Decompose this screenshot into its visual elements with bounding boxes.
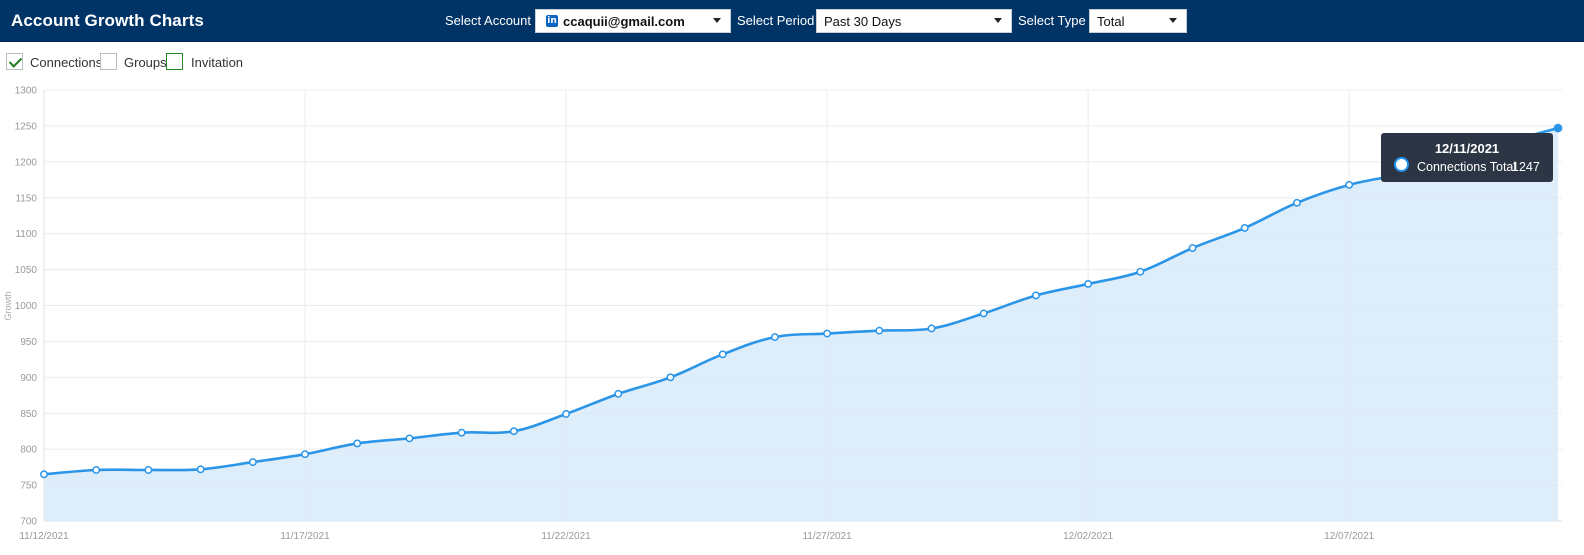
connections-line: [43, 126, 1559, 476]
data-point[interactable]: [718, 350, 727, 359]
data-point[interactable]: [770, 333, 779, 342]
chevron-down-icon: [1169, 18, 1177, 23]
select-period-label: Select Period: [737, 13, 815, 28]
tooltip-series: Connections Total: [1417, 160, 1517, 174]
data-point[interactable]: [823, 329, 832, 338]
data-point[interactable]: [457, 428, 466, 437]
account-select-value: ccaquii@gmail.com: [563, 14, 685, 29]
y-tick-label: 850: [20, 409, 37, 420]
data-point[interactable]: [1553, 123, 1563, 133]
y-tick-label: 1100: [15, 229, 37, 240]
y-tick-label: 1000: [15, 301, 38, 312]
data-point[interactable]: [1188, 244, 1197, 252]
data-point[interactable]: [40, 470, 48, 479]
series-marker-icon: [1394, 157, 1409, 172]
data-point[interactable]: [196, 465, 205, 474]
tooltip-value: 1247: [1512, 160, 1540, 174]
tooltip-date: 12/11/2021: [1434, 141, 1500, 156]
data-point[interactable]: [353, 439, 362, 448]
data-point[interactable]: [1031, 291, 1040, 300]
select-type-label: Select Type: [1018, 13, 1086, 28]
connections-label[interactable]: Connections: [30, 55, 103, 70]
data-point[interactable]: [1293, 198, 1301, 207]
y-tick-label: 1300: [15, 86, 38, 97]
x-axis: 11/12/2021 11/17/2021 11/22/2021 11/27/2021…: [19, 531, 1374, 542]
type-select-value: Total: [1097, 14, 1125, 29]
x-tick-label: 11/17/2021: [280, 531, 330, 542]
chevron-down-icon: [713, 18, 721, 23]
y-tick-label: 1200: [15, 157, 38, 168]
invitation-checkbox[interactable]: [166, 53, 183, 70]
y-axis-label: Growth: [3, 291, 13, 320]
y-tick-label: 950: [20, 337, 37, 348]
data-point[interactable]: [1240, 223, 1249, 232]
app-title: Account Growth Charts: [11, 11, 204, 30]
period-select-value: Past 30 Days: [824, 14, 902, 29]
growth-chart-svg[interactable]: 700 750 800 850 900 950 1000 1050 1100 1150 1200 12…: [0, 80, 1584, 550]
y-tick-label: 700: [20, 517, 37, 528]
series-toggles: Connections Groups Invitation: [0, 52, 600, 74]
connections-checkbox[interactable]: [6, 53, 23, 70]
account-select[interactable]: in ccaquii@gmail.com: [535, 9, 731, 33]
select-account-label: Select Account: [445, 13, 531, 28]
growth-chart[interactable]: 700 750 800 850 900 950 1000 1050 1100 1150 1200 12…: [0, 80, 1584, 550]
data-point[interactable]: [248, 458, 257, 467]
checkmark-icon: [8, 54, 23, 68]
data-point[interactable]: [979, 309, 988, 318]
y-axis: 700 750 800 850 900 950 1000 1050 1100 1150 1200 12…: [15, 86, 38, 528]
y-tick-label: 900: [20, 373, 37, 384]
invitation-label[interactable]: Invitation: [191, 55, 244, 70]
linkedin-icon: in: [546, 15, 558, 27]
data-point[interactable]: [301, 450, 309, 459]
x-tick-label: 11/27/2021: [802, 531, 852, 542]
data-point[interactable]: [405, 434, 414, 443]
data-point[interactable]: [509, 427, 518, 436]
data-point[interactable]: [1136, 267, 1145, 276]
data-point[interactable]: [927, 324, 936, 333]
groups-checkbox[interactable]: [100, 53, 117, 70]
y-tick-label: 1150: [15, 193, 37, 204]
data-point[interactable]: [92, 466, 101, 474]
data-point[interactable]: [562, 410, 571, 418]
data-point[interactable]: [614, 389, 623, 398]
groups-label[interactable]: Groups: [124, 55, 167, 70]
type-select[interactable]: Total: [1089, 9, 1187, 33]
x-tick-label: 11/22/2021: [541, 531, 591, 542]
chart-tooltip: 12/11/2021 Connections Total 1247: [1381, 133, 1553, 182]
x-tick-label: 12/02/2021: [1063, 531, 1113, 542]
y-tick-label: 1250: [15, 121, 38, 132]
y-tick-label: 800: [20, 445, 37, 456]
x-tick-label: 11/12/2021: [19, 531, 69, 542]
header-bar: Account Growth Charts Select Account in …: [0, 0, 1584, 42]
y-tick-label: 1050: [15, 265, 38, 276]
data-point[interactable]: [666, 373, 675, 382]
data-point[interactable]: [1345, 180, 1354, 189]
period-select[interactable]: Past 30 Days: [816, 9, 1012, 33]
data-point[interactable]: [875, 326, 884, 335]
chevron-down-icon: [994, 18, 1002, 23]
data-point[interactable]: [1084, 280, 1093, 288]
connections-area: [44, 128, 1558, 522]
y-tick-label: 750: [20, 481, 37, 492]
x-tick-label: 12/07/2021: [1324, 531, 1374, 542]
data-point[interactable]: [144, 466, 153, 474]
